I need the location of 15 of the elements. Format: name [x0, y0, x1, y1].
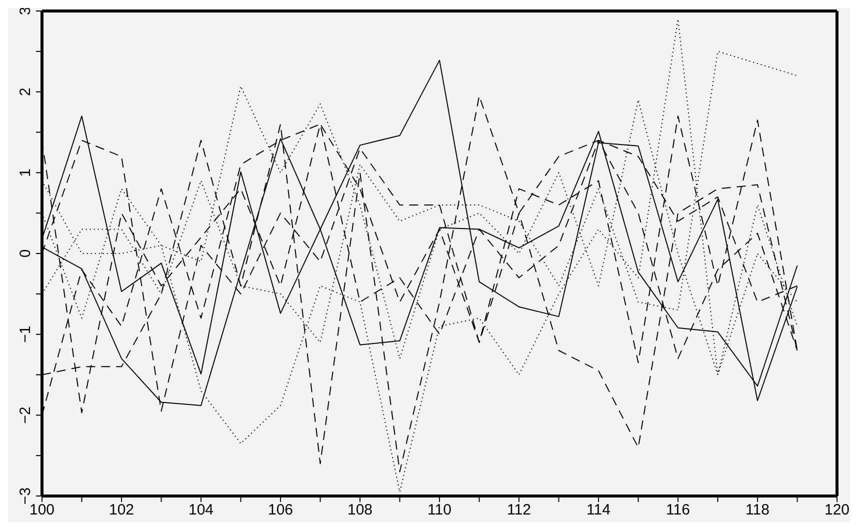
x-tick-label: 102 — [108, 502, 134, 519]
x-tick-label: 114 — [586, 502, 610, 519]
y-tick-label: −2 — [17, 406, 34, 424]
x-tick-label: 116 — [666, 502, 690, 519]
x-tick-label: 112 — [507, 502, 531, 519]
y-tick-label: 1 — [17, 168, 34, 177]
y-tick-label: −1 — [17, 326, 34, 343]
x-tick-label: 106 — [268, 502, 294, 519]
x-tick-label: 120 — [824, 502, 850, 519]
y-tick-label: 2 — [17, 88, 34, 96]
x-tick-label: 110 — [428, 502, 452, 519]
x-tick-label: 104 — [188, 502, 214, 519]
x-tick-label: 118 — [746, 502, 770, 519]
y-tick-label: 0 — [17, 249, 34, 258]
x-tick-label: 108 — [347, 502, 373, 519]
